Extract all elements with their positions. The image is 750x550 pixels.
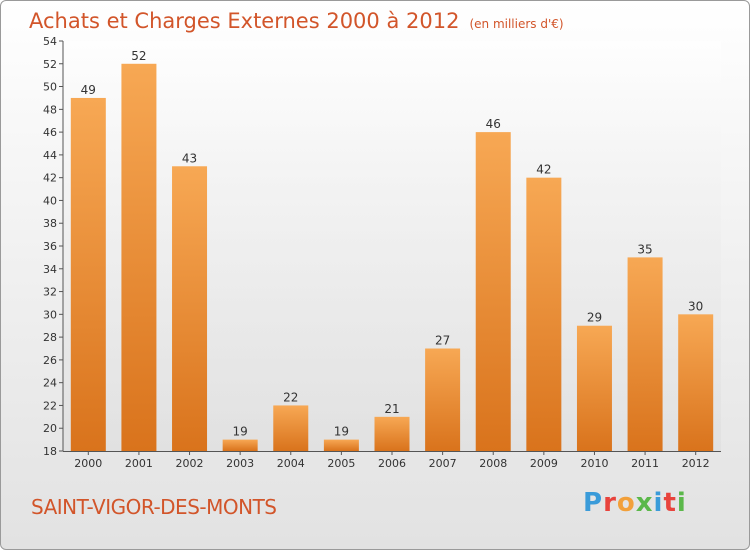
- bar: [627, 257, 663, 451]
- bar-value-label: 52: [131, 49, 146, 63]
- y-tick-label: 34: [43, 263, 57, 276]
- bar-value-label: 35: [637, 242, 652, 256]
- bar-value-label: 21: [384, 402, 399, 416]
- y-tick-label: 42: [43, 172, 57, 185]
- y-tick-label: 22: [43, 399, 57, 412]
- y-tick-label: 52: [43, 58, 57, 71]
- bar: [323, 439, 359, 451]
- y-tick-label: 20: [43, 422, 57, 435]
- logo-letter: r: [603, 488, 617, 518]
- chart-title-text: Achats et Charges Externes 2000 à 2012: [29, 9, 460, 33]
- place-name: SAINT-VIGOR-DES-MONTS: [31, 495, 277, 519]
- x-tick-label: 2012: [682, 457, 710, 470]
- logo-letter: P: [583, 488, 604, 518]
- x-tick-label: 2002: [176, 457, 204, 470]
- bar-value-label: 30: [688, 299, 703, 313]
- bar: [70, 97, 106, 451]
- y-tick-label: 38: [43, 217, 57, 230]
- bar-value-label: 22: [283, 390, 298, 404]
- bar: [678, 314, 714, 451]
- x-tick-label: 2005: [327, 457, 355, 470]
- logo-letter: t: [663, 488, 677, 518]
- y-tick-label: 36: [43, 240, 57, 253]
- proxiti-logo: Proxiti: [583, 488, 687, 518]
- chart-unit: (en milliers d'€): [469, 17, 564, 31]
- bar-value-label: 42: [536, 163, 551, 177]
- x-tick-label: 2001: [125, 457, 153, 470]
- logo-letter: o: [616, 488, 636, 518]
- bar: [121, 63, 157, 452]
- bar-value-label: 46: [486, 117, 501, 131]
- y-tick-label: 54: [43, 35, 57, 48]
- y-tick-label: 46: [43, 126, 57, 139]
- bar: [172, 166, 208, 451]
- bar-value-label: 43: [182, 151, 197, 165]
- bar-value-label: 19: [233, 425, 248, 439]
- y-tick-label: 18: [43, 445, 57, 458]
- bar: [475, 132, 511, 451]
- x-tick-label: 2010: [580, 457, 608, 470]
- bar-value-label: 27: [435, 334, 450, 348]
- bar-value-label: 19: [334, 425, 349, 439]
- x-tick-label: 2003: [226, 457, 254, 470]
- bar: [425, 348, 461, 451]
- logo-letter: i: [653, 488, 664, 518]
- x-tick-label: 2004: [277, 457, 305, 470]
- y-tick-label: 32: [43, 286, 57, 299]
- plot-area: [63, 41, 721, 451]
- y-tick-label: 28: [43, 331, 57, 344]
- bar: [273, 405, 309, 451]
- bar: [576, 325, 612, 451]
- y-tick-label: 48: [43, 103, 57, 116]
- y-tick-label: 40: [43, 194, 57, 207]
- bar: [222, 439, 258, 451]
- bar-value-label: 29: [587, 311, 602, 325]
- y-tick-label: 50: [43, 81, 57, 94]
- logo-letter: x: [635, 488, 654, 518]
- chart-title: Achats et Charges Externes 2000 à 2012 (e…: [29, 9, 564, 33]
- x-tick-label: 2000: [74, 457, 102, 470]
- bar: [526, 177, 562, 451]
- x-tick-label: 2009: [530, 457, 558, 470]
- y-tick-label: 44: [43, 149, 57, 162]
- x-tick-label: 2011: [631, 457, 659, 470]
- bar-value-label: 49: [81, 83, 96, 97]
- y-tick-label: 30: [43, 308, 57, 321]
- x-tick-label: 2007: [429, 457, 457, 470]
- y-tick-label: 26: [43, 354, 57, 367]
- bar: [374, 416, 410, 451]
- x-tick-label: 2006: [378, 457, 406, 470]
- x-tick-label: 2008: [479, 457, 507, 470]
- logo-letter: i: [676, 488, 687, 518]
- y-tick-label: 24: [43, 377, 57, 390]
